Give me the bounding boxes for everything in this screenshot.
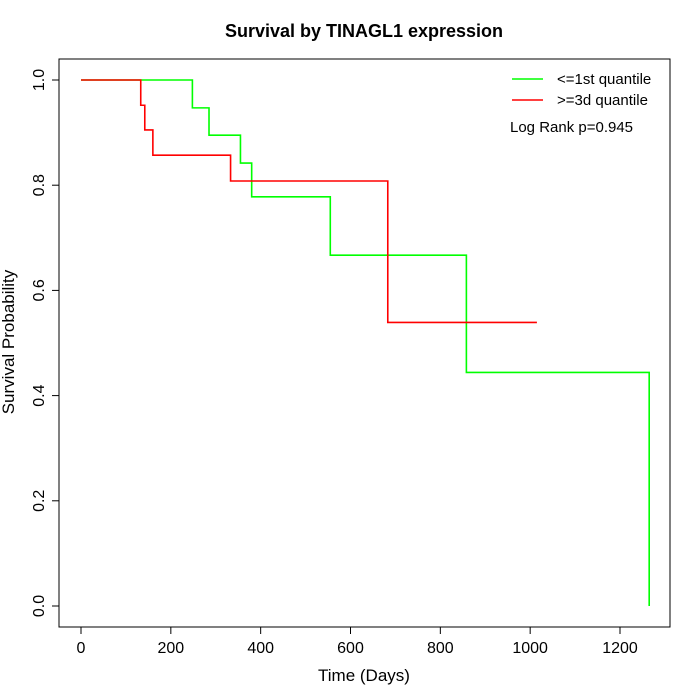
x-tick-label: 800: [427, 640, 454, 657]
x-tick-label: 0: [77, 640, 86, 657]
y-tick-label: 0.4: [31, 384, 48, 406]
x-axis-label: Time (Days): [318, 666, 410, 685]
y-axis: 0.0 0.2 0.4 0.6 0.8 1.0: [31, 69, 60, 617]
survival-curve-low-quantile: [81, 79, 650, 606]
y-tick-label: 0.6: [31, 279, 48, 301]
y-tick-label: 1.0: [31, 69, 48, 91]
y-tick-label: 0.8: [31, 174, 48, 196]
y-axis-label: Survival Probability: [0, 269, 18, 414]
x-tick-label: 600: [337, 640, 364, 657]
series-layer: [81, 79, 650, 606]
legend: <=1st quantile >=3d quantile: [512, 71, 651, 109]
y-tick-label: 0.0: [31, 595, 48, 617]
legend-label: <=1st quantile: [557, 71, 651, 88]
chart-title: Survival by TINAGL1 expression: [225, 21, 503, 41]
legend-label: >=3d quantile: [557, 92, 648, 109]
plot-frame: [58, 58, 671, 628]
x-tick-label: 1000: [512, 640, 548, 657]
x-tick-label: 200: [157, 640, 184, 657]
x-tick-label: 1200: [602, 640, 638, 657]
x-axis: 0 200 400 600 800 1000 1200: [77, 626, 638, 657]
log-rank-annotation: Log Rank p=0.945: [510, 119, 633, 136]
x-tick-label: 400: [247, 640, 274, 657]
y-tick-label: 0.2: [31, 490, 48, 512]
survival-curve-high-quantile: [81, 79, 537, 324]
